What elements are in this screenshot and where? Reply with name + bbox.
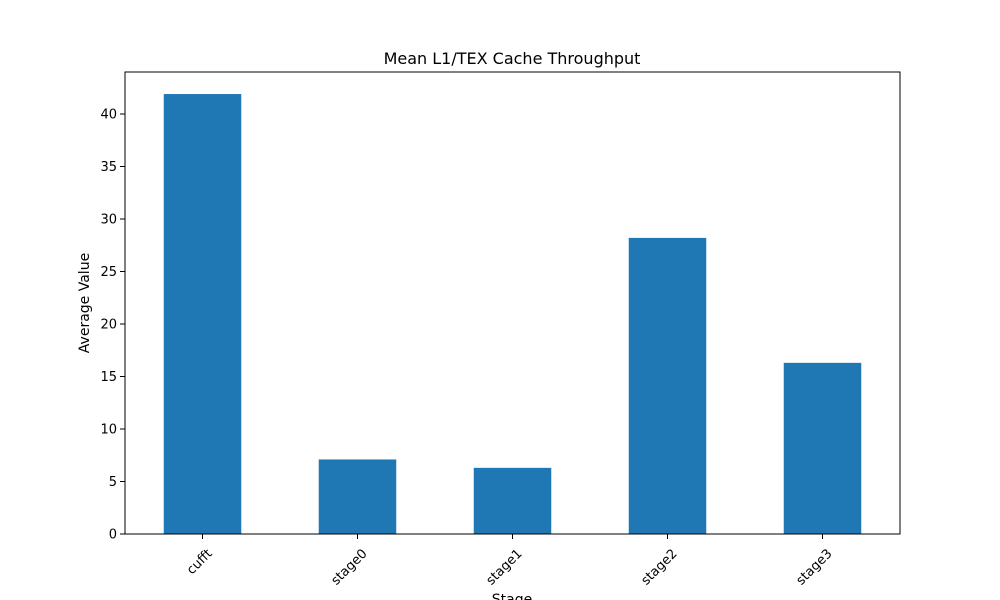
y-axis: 0 5 10 15 20 25 30 35 40 xyxy=(100,108,125,543)
y-axis-label: Average Value xyxy=(77,253,93,353)
bar-stage3 xyxy=(783,362,862,534)
x-tick-label-stage3: stage3 xyxy=(794,546,836,588)
bar-stage0 xyxy=(318,459,397,534)
plot-frame xyxy=(124,71,901,535)
bar-cufft xyxy=(163,94,242,535)
chart-title: Mean L1/TEX Cache Throughput xyxy=(384,49,641,68)
y-tick-label: 40 xyxy=(100,108,117,123)
bars xyxy=(163,94,862,535)
y-tick-label: 5 xyxy=(109,475,117,490)
y-tick-label: 10 xyxy=(100,423,117,438)
x-axis-label: Stage xyxy=(492,592,532,600)
bar-stage2 xyxy=(628,237,707,534)
x-tick-label-stage1: stage1 xyxy=(484,546,526,588)
y-tick-label: 25 xyxy=(100,265,117,280)
y-tick-label: 35 xyxy=(100,160,117,175)
y-tick-label: 30 xyxy=(100,213,117,228)
x-axis: cufft stage0 stage1 stage2 stage3 xyxy=(184,534,836,588)
y-tick-label: 20 xyxy=(100,318,117,333)
y-tick-label: 0 xyxy=(109,528,117,543)
x-tick-label-stage2: stage2 xyxy=(639,546,681,588)
x-tick-label-cufft: cufft xyxy=(184,546,215,577)
x-tick-label-stage0: stage0 xyxy=(329,546,371,588)
y-tick-label: 15 xyxy=(100,370,117,385)
bar-stage1 xyxy=(473,467,552,534)
